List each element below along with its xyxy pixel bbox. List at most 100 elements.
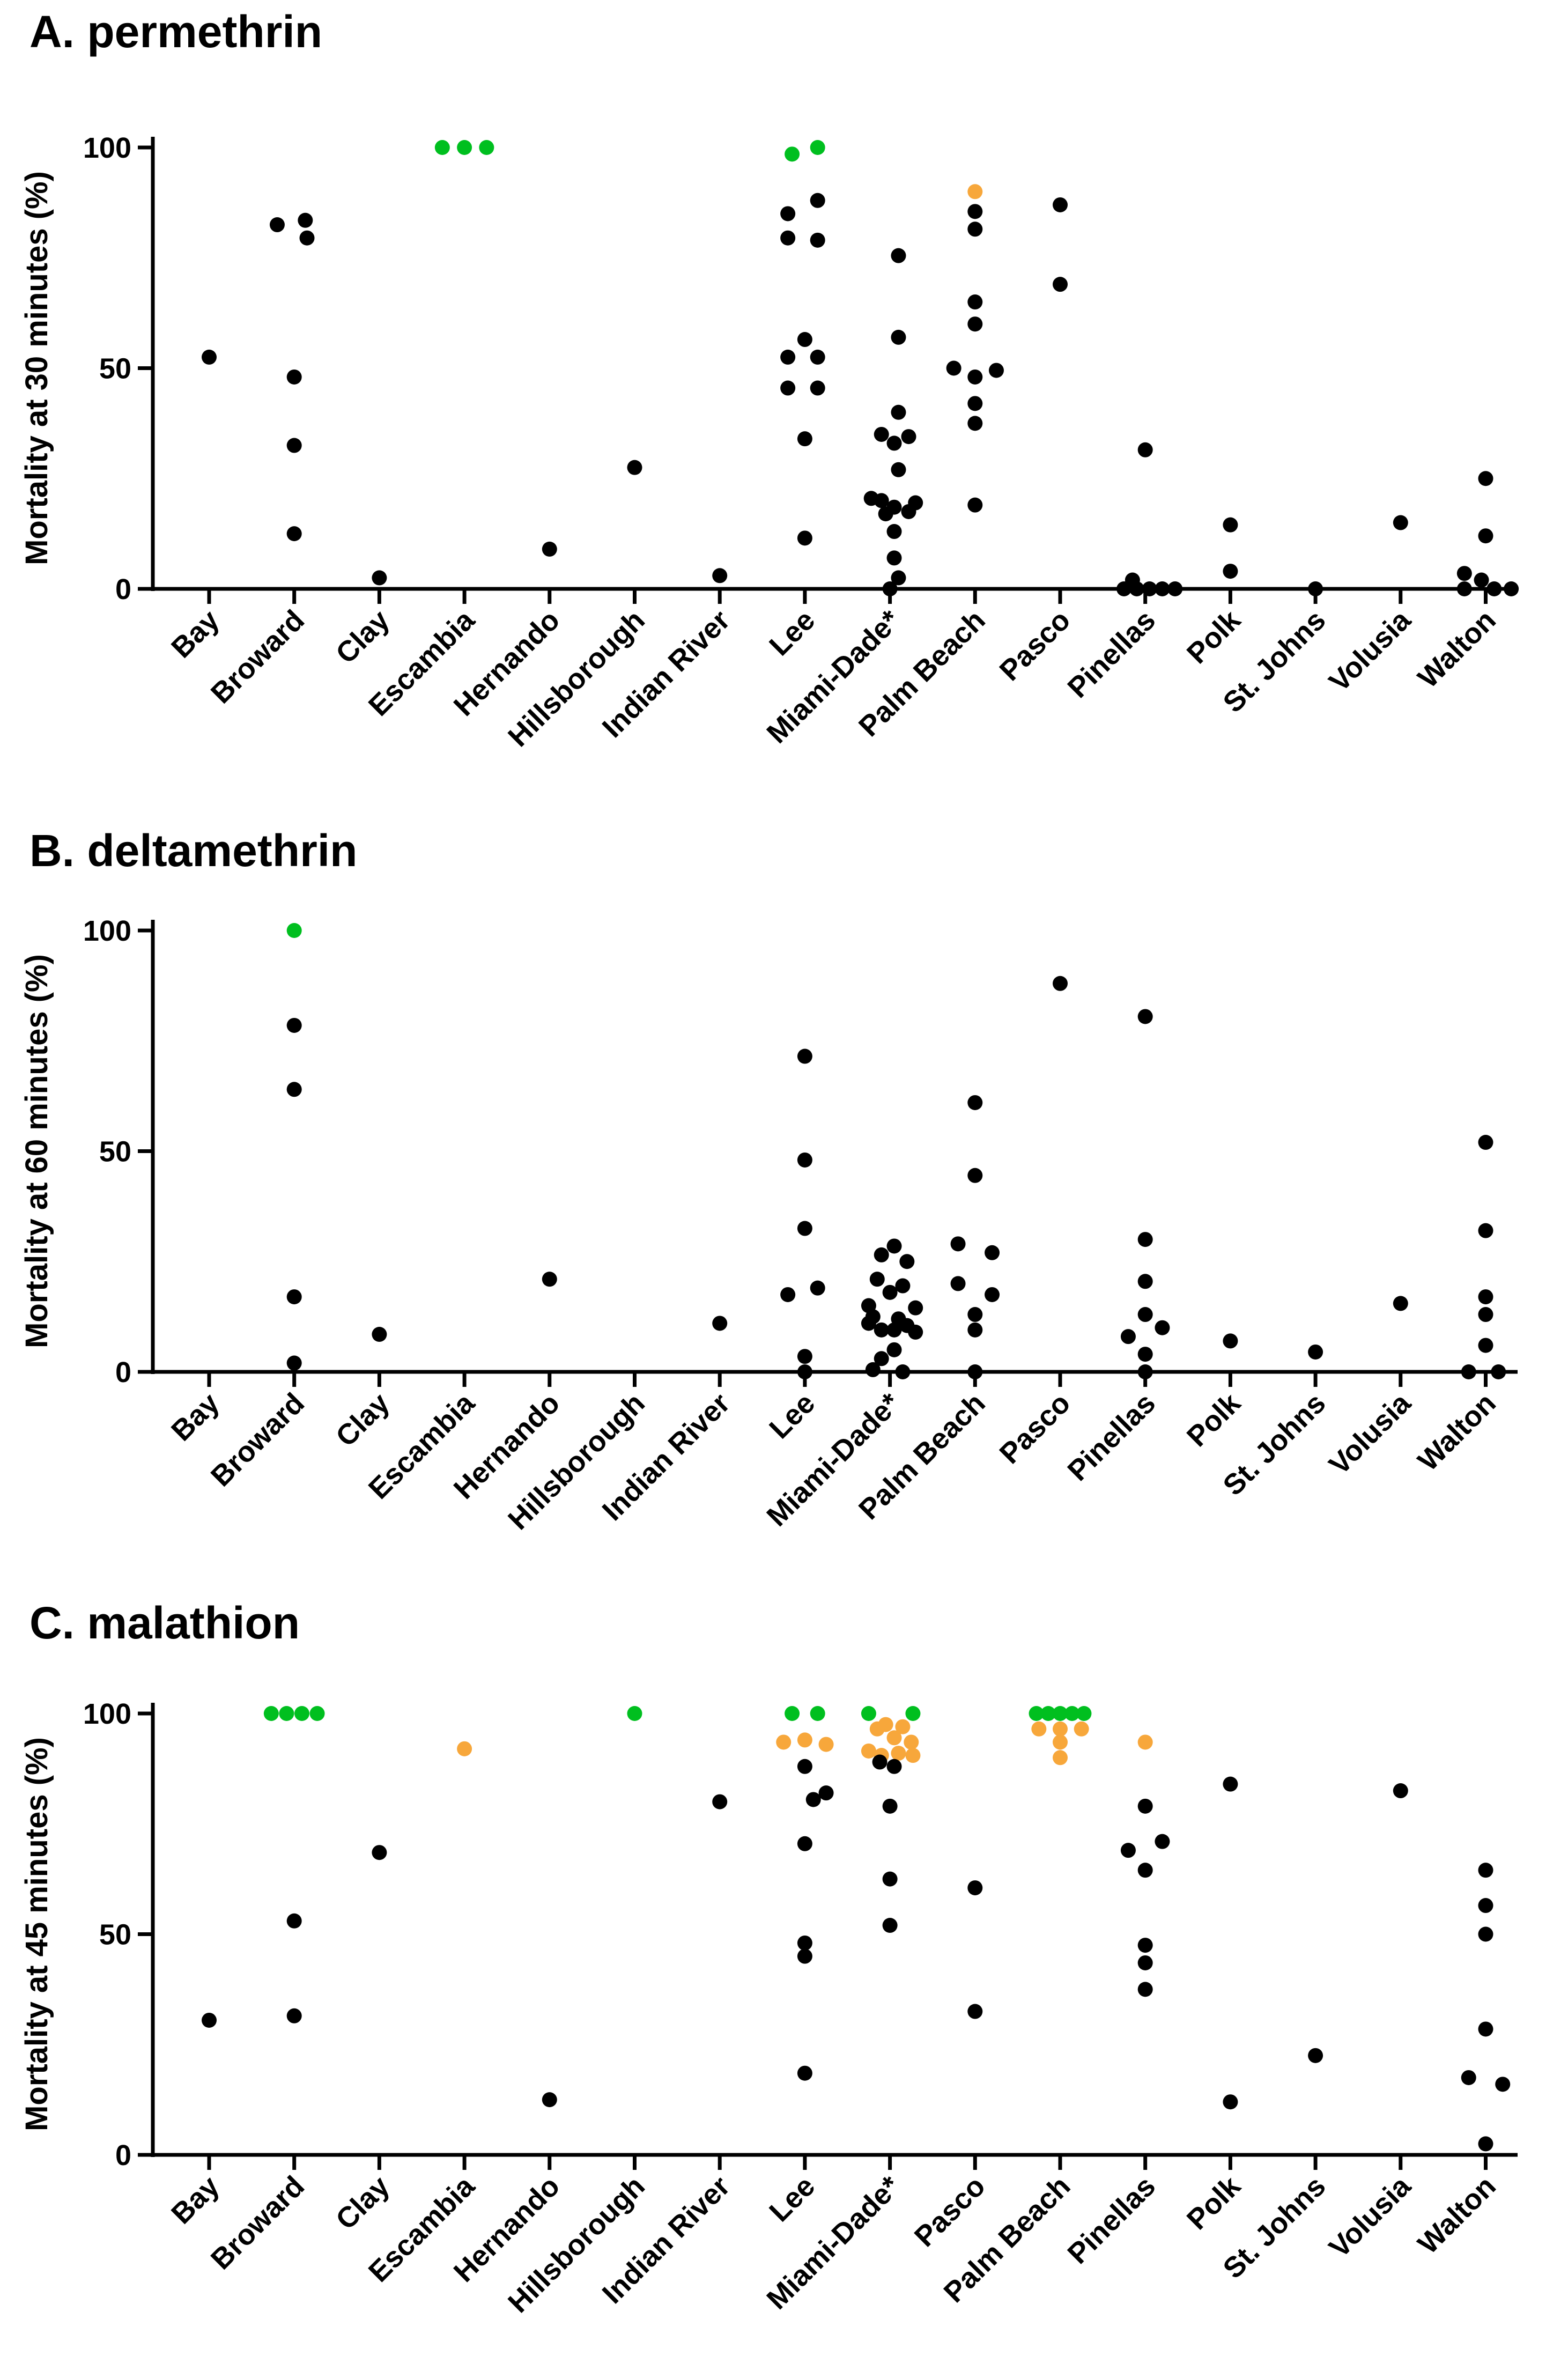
data-point — [1137, 1798, 1153, 1814]
data-point — [479, 140, 494, 155]
data-point — [861, 1316, 876, 1331]
data-point — [372, 1845, 387, 1860]
data-point — [1137, 1274, 1153, 1289]
data-point — [886, 1759, 902, 1774]
data-point — [785, 1706, 800, 1721]
data-point — [810, 380, 825, 396]
data-point — [882, 1798, 898, 1814]
data-point — [967, 1322, 983, 1338]
data-point — [967, 221, 983, 237]
data-point — [785, 146, 800, 162]
data-point — [886, 1730, 902, 1746]
data-point — [627, 460, 642, 475]
data-point — [1478, 1863, 1493, 1878]
data-point — [286, 1082, 302, 1097]
data-point — [882, 1871, 898, 1887]
data-point — [886, 1238, 902, 1254]
data-point — [901, 429, 916, 445]
data-point — [895, 1278, 911, 1294]
data-point — [891, 404, 906, 420]
data-point — [542, 1272, 557, 1287]
data-point — [1116, 581, 1132, 596]
data-point — [1155, 1320, 1170, 1335]
data-point — [286, 526, 302, 542]
data-point — [1478, 1223, 1493, 1238]
data-point — [1478, 1307, 1493, 1323]
data-point — [810, 1706, 825, 1721]
data-point — [810, 1280, 825, 1296]
data-point — [780, 230, 796, 246]
data-point — [797, 1364, 812, 1379]
data-point — [286, 2008, 302, 2023]
data-point — [780, 206, 796, 221]
data-point — [1137, 1938, 1153, 1953]
data-point — [1064, 1706, 1080, 1721]
data-point — [1053, 1734, 1068, 1750]
data-point — [882, 1284, 898, 1300]
data-point — [797, 332, 812, 348]
data-point — [869, 1721, 885, 1737]
data-point — [797, 431, 812, 447]
data-point — [861, 1743, 876, 1759]
data-point — [818, 1737, 834, 1752]
data-point — [1461, 1364, 1476, 1379]
data-point — [1223, 517, 1238, 533]
y-tick-label: 0 — [115, 1356, 131, 1388]
data-point — [1031, 1721, 1047, 1737]
data-point — [1137, 442, 1153, 457]
data-point — [1456, 581, 1472, 596]
data-point — [457, 1741, 472, 1756]
data-point — [372, 1327, 387, 1342]
data-point — [967, 2004, 983, 2019]
data-point — [1137, 1364, 1153, 1379]
data-point — [967, 1880, 983, 1896]
data-point — [797, 1836, 812, 1851]
data-point — [967, 396, 983, 411]
data-point — [967, 184, 983, 200]
data-point — [269, 217, 285, 233]
data-point — [891, 1746, 906, 1761]
data-point — [891, 329, 906, 345]
data-point — [1129, 581, 1144, 596]
data-point — [286, 923, 302, 938]
data-point — [874, 1322, 889, 1338]
data-point — [1456, 566, 1472, 581]
data-point — [1474, 572, 1489, 588]
data-point — [294, 1706, 309, 1721]
data-point — [1478, 471, 1493, 486]
y-tick-label: 100 — [83, 1698, 131, 1730]
chart-title: B. deltamethrin — [29, 825, 357, 876]
data-point — [1040, 1706, 1056, 1721]
data-point — [1137, 1347, 1153, 1362]
data-point — [891, 570, 906, 586]
data-point — [1053, 976, 1068, 991]
y-axis-label: Mortality at 45 minutes (%) — [19, 1737, 54, 2131]
data-point — [712, 568, 728, 583]
data-point — [299, 230, 315, 246]
data-point — [967, 294, 983, 310]
data-point — [967, 1364, 983, 1379]
data-point — [1478, 1289, 1493, 1305]
data-point — [780, 1287, 796, 1302]
data-point — [286, 438, 302, 453]
data-point — [712, 1794, 728, 1809]
data-point — [1053, 277, 1068, 292]
y-axis-label: Mortality at 60 minutes (%) — [19, 954, 54, 1348]
data-point — [1120, 1843, 1136, 1858]
data-point — [1223, 2094, 1238, 2110]
data-point — [797, 1948, 812, 1964]
data-point — [542, 2092, 557, 2108]
data-point — [886, 435, 902, 451]
data-point — [967, 1095, 983, 1110]
data-point — [1137, 1232, 1153, 1247]
data-point — [805, 1792, 821, 1807]
data-point — [891, 248, 906, 263]
data-point — [1137, 1955, 1153, 1970]
data-point — [286, 1017, 302, 1033]
data-point — [874, 1351, 889, 1367]
data-point — [279, 1706, 294, 1721]
data-point — [627, 1706, 642, 1721]
data-point — [1074, 1721, 1089, 1737]
data-point — [434, 140, 450, 155]
data-point — [372, 570, 387, 586]
